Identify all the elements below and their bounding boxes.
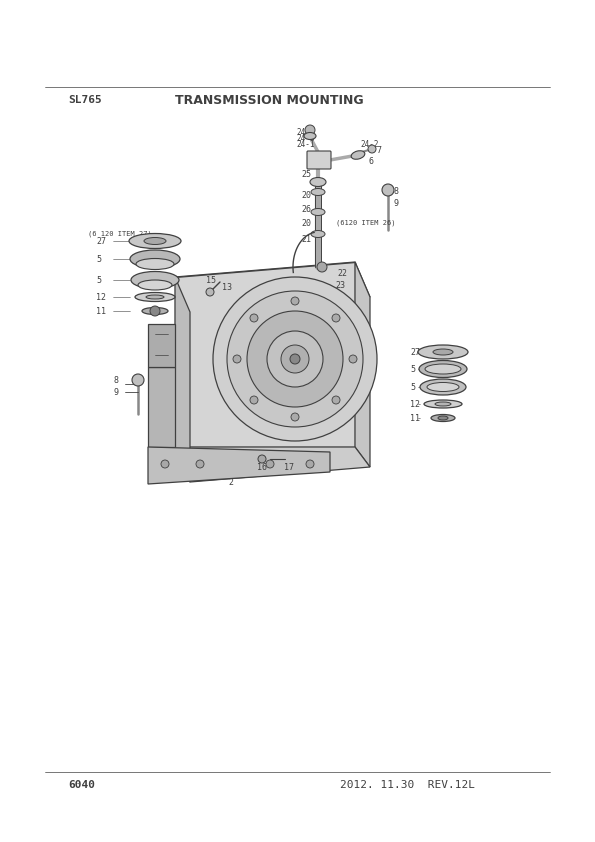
Text: 11: 11 <box>410 413 420 423</box>
Text: 5: 5 <box>410 382 415 392</box>
Ellipse shape <box>310 178 326 186</box>
Polygon shape <box>175 277 190 482</box>
Circle shape <box>382 184 394 196</box>
Text: 5: 5 <box>96 275 101 285</box>
Circle shape <box>349 355 357 363</box>
Polygon shape <box>148 367 175 447</box>
Polygon shape <box>175 447 370 482</box>
Circle shape <box>317 262 327 272</box>
Ellipse shape <box>130 250 180 268</box>
Ellipse shape <box>144 237 166 244</box>
Circle shape <box>233 355 241 363</box>
Polygon shape <box>148 324 175 367</box>
Text: 13: 13 <box>222 283 232 291</box>
Circle shape <box>266 460 274 468</box>
Text: (6 120 ITEM 27): (6 120 ITEM 27) <box>88 231 152 237</box>
Circle shape <box>250 314 258 322</box>
Circle shape <box>368 145 376 153</box>
Ellipse shape <box>136 258 174 269</box>
Text: 15: 15 <box>206 275 216 285</box>
Circle shape <box>291 297 299 305</box>
Ellipse shape <box>420 379 466 395</box>
Text: TRANSMISSION MOUNTING: TRANSMISSION MOUNTING <box>175 93 364 106</box>
Ellipse shape <box>419 360 467 377</box>
Ellipse shape <box>418 345 468 359</box>
Ellipse shape <box>131 271 179 289</box>
Text: 17: 17 <box>284 462 294 472</box>
Polygon shape <box>355 262 370 467</box>
Text: 21: 21 <box>301 235 311 243</box>
Text: 9: 9 <box>393 199 398 207</box>
Ellipse shape <box>438 416 448 420</box>
Text: 12: 12 <box>410 399 420 408</box>
Ellipse shape <box>146 295 164 299</box>
Text: 23: 23 <box>335 280 345 290</box>
Ellipse shape <box>433 349 453 355</box>
Circle shape <box>281 345 309 373</box>
Circle shape <box>161 460 169 468</box>
Circle shape <box>258 455 266 463</box>
Text: 27: 27 <box>96 237 106 246</box>
Text: (6120 ITEM 26): (6120 ITEM 26) <box>336 220 396 226</box>
Ellipse shape <box>311 231 325 237</box>
Text: 6040: 6040 <box>68 780 95 790</box>
Ellipse shape <box>142 307 168 315</box>
Text: 26: 26 <box>301 205 311 214</box>
Text: 5: 5 <box>96 254 101 264</box>
Circle shape <box>291 413 299 421</box>
Text: 2: 2 <box>228 477 233 487</box>
Ellipse shape <box>138 280 172 290</box>
Circle shape <box>332 396 340 404</box>
Polygon shape <box>175 262 355 447</box>
Circle shape <box>332 314 340 322</box>
Circle shape <box>132 374 144 386</box>
Ellipse shape <box>311 209 325 216</box>
Text: 6: 6 <box>368 157 373 166</box>
Text: 24-4: 24-4 <box>296 134 315 142</box>
Circle shape <box>290 354 300 364</box>
Text: SL765: SL765 <box>68 95 102 105</box>
Ellipse shape <box>135 292 175 301</box>
Ellipse shape <box>304 132 316 140</box>
FancyBboxPatch shape <box>307 151 331 169</box>
Ellipse shape <box>425 364 461 374</box>
Text: 24-2: 24-2 <box>360 140 378 148</box>
Circle shape <box>206 288 214 296</box>
Polygon shape <box>175 262 370 312</box>
Circle shape <box>150 306 160 316</box>
Circle shape <box>213 277 377 441</box>
Text: 20: 20 <box>301 219 311 227</box>
Circle shape <box>267 331 323 387</box>
Text: 8: 8 <box>393 186 398 195</box>
Ellipse shape <box>435 402 451 406</box>
Ellipse shape <box>351 151 365 159</box>
Ellipse shape <box>431 414 455 422</box>
Text: 24-1: 24-1 <box>296 140 315 148</box>
Text: 9: 9 <box>113 387 118 397</box>
Circle shape <box>305 125 315 135</box>
Text: 11: 11 <box>96 306 106 316</box>
Text: 27: 27 <box>410 348 420 356</box>
Ellipse shape <box>427 382 459 392</box>
Text: 20: 20 <box>301 190 311 200</box>
Text: 2012. 11.30  REV.12L: 2012. 11.30 REV.12L <box>340 780 475 790</box>
Ellipse shape <box>311 189 325 195</box>
Text: 22: 22 <box>337 269 347 278</box>
Ellipse shape <box>424 400 462 408</box>
Text: 5: 5 <box>410 365 415 374</box>
Circle shape <box>250 396 258 404</box>
Circle shape <box>227 291 363 427</box>
Text: 8: 8 <box>113 376 118 385</box>
Text: 16: 16 <box>257 462 267 472</box>
Ellipse shape <box>129 233 181 248</box>
Circle shape <box>247 311 343 407</box>
Circle shape <box>306 460 314 468</box>
Text: 24-3: 24-3 <box>296 127 315 136</box>
Text: 12: 12 <box>96 292 106 301</box>
Polygon shape <box>148 447 330 484</box>
Text: 7: 7 <box>376 146 381 154</box>
Circle shape <box>196 460 204 468</box>
Text: 25: 25 <box>301 169 311 179</box>
